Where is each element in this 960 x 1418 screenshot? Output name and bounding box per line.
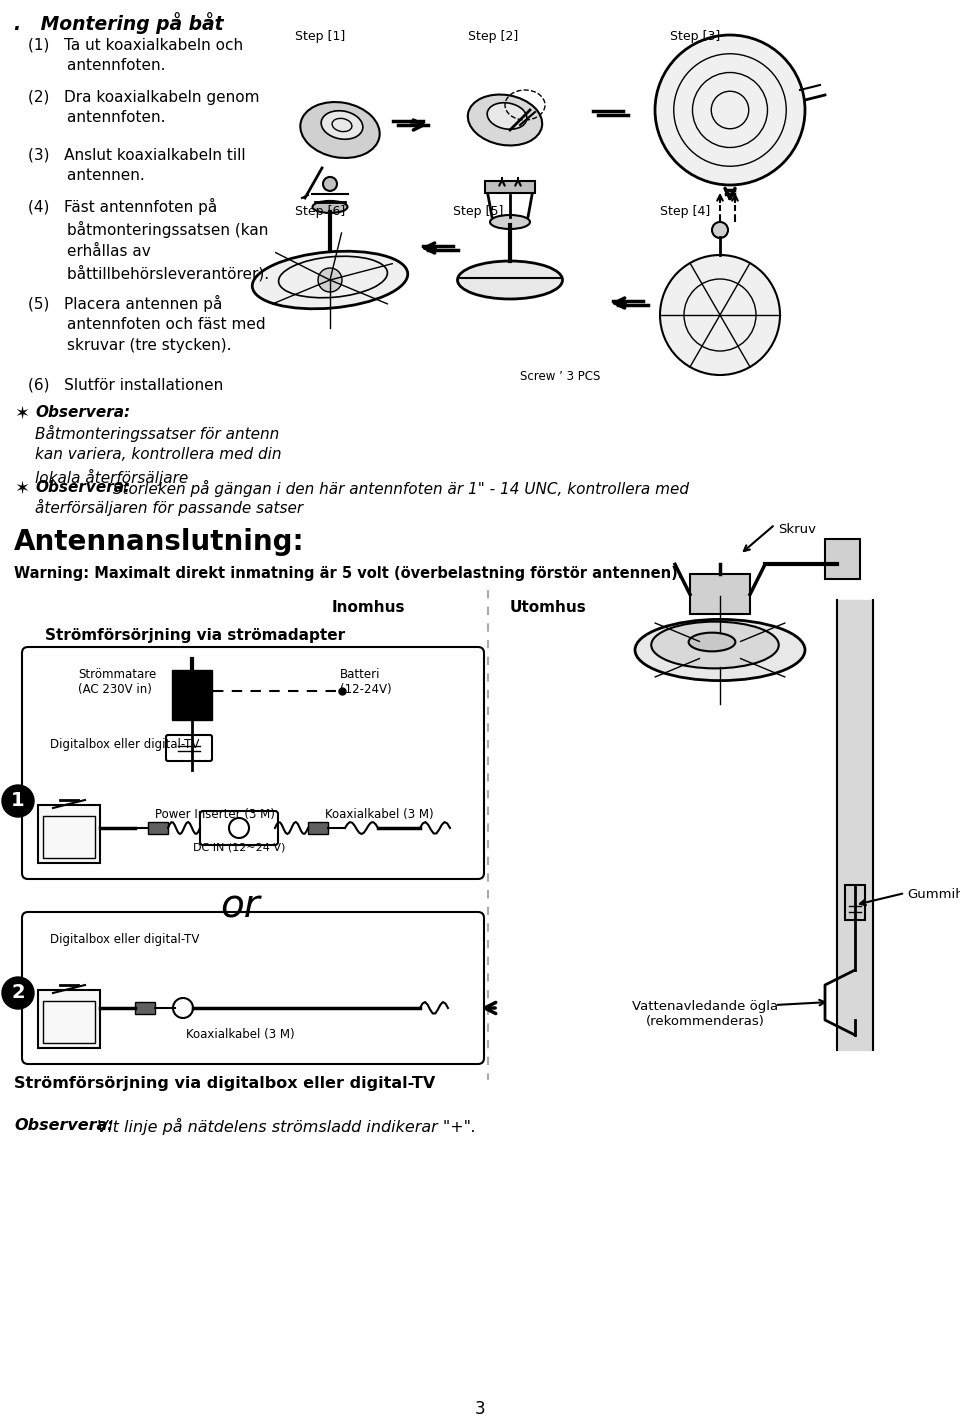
Text: Inomhus: Inomhus xyxy=(331,600,405,615)
Text: (6)   Slutför installationen: (6) Slutför installationen xyxy=(28,379,224,393)
FancyBboxPatch shape xyxy=(200,811,278,845)
Text: Step [3]: Step [3] xyxy=(670,30,720,43)
Text: Digitalbox eller digital-TV: Digitalbox eller digital-TV xyxy=(50,933,200,946)
Circle shape xyxy=(712,223,728,238)
Text: Step [2]: Step [2] xyxy=(468,30,518,43)
Circle shape xyxy=(318,268,342,292)
Text: Vattenavledande ögla
(rekommenderas): Vattenavledande ögla (rekommenderas) xyxy=(632,1000,778,1028)
Text: 2: 2 xyxy=(12,984,25,1003)
Ellipse shape xyxy=(322,111,363,139)
Ellipse shape xyxy=(635,620,805,681)
Text: ✶: ✶ xyxy=(14,481,29,498)
Text: Strömförsörjning via strömadapter: Strömförsörjning via strömadapter xyxy=(45,628,346,642)
Ellipse shape xyxy=(252,251,408,309)
Text: Observera:: Observera: xyxy=(35,481,131,495)
Text: .   Montering på båt: . Montering på båt xyxy=(14,11,224,34)
Circle shape xyxy=(2,977,34,1010)
Text: or: or xyxy=(220,888,260,926)
Text: återförsäljaren för passande satser: återförsäljaren för passande satser xyxy=(35,499,303,516)
Ellipse shape xyxy=(313,201,348,213)
Text: Step [5]: Step [5] xyxy=(453,206,503,218)
Ellipse shape xyxy=(487,102,527,129)
Bar xyxy=(43,815,95,858)
Bar xyxy=(172,669,212,720)
Bar xyxy=(135,1003,155,1014)
Text: Gummihölje: Gummihölje xyxy=(907,888,960,900)
Text: Screw ’ 3 PCS: Screw ’ 3 PCS xyxy=(520,370,600,383)
Ellipse shape xyxy=(490,216,530,228)
Text: Warning: Maximalt direkt inmatning är 5 volt (överbelastning förstör antennen).: Warning: Maximalt direkt inmatning är 5 … xyxy=(14,566,684,581)
Text: Strömförsörjning via digitalbox eller digital-TV: Strömförsörjning via digitalbox eller di… xyxy=(14,1076,435,1090)
Text: Vit linje på nätdelens strömsladd indikerar "+".: Vit linje på nätdelens strömsladd indike… xyxy=(92,1117,476,1134)
Circle shape xyxy=(323,177,337,191)
Text: (2)   Dra koaxialkabeln genom
        antennfoten.: (2) Dra koaxialkabeln genom antennfoten. xyxy=(28,89,259,125)
Text: Step [1]: Step [1] xyxy=(295,30,346,43)
Bar xyxy=(485,182,535,193)
Text: Koaxialkabel (3 M): Koaxialkabel (3 M) xyxy=(325,808,434,821)
Bar xyxy=(43,1001,95,1044)
Circle shape xyxy=(660,255,780,374)
Bar xyxy=(690,574,750,614)
Ellipse shape xyxy=(458,261,563,299)
Text: Power Inserter (3 M): Power Inserter (3 M) xyxy=(155,808,275,821)
Text: Step [6]: Step [6] xyxy=(295,206,346,218)
Bar xyxy=(825,539,860,580)
Text: ✶: ✶ xyxy=(14,406,29,423)
Text: 1: 1 xyxy=(12,791,25,811)
Text: Batteri
(12-24V): Batteri (12-24V) xyxy=(340,668,392,696)
Text: Step [4]: Step [4] xyxy=(660,206,710,218)
Text: (3)   Anslut koaxialkabeln till
        antennen.: (3) Anslut koaxialkabeln till antennen. xyxy=(28,147,246,183)
Text: Strömmatare
(AC 230V in): Strömmatare (AC 230V in) xyxy=(78,668,156,696)
Text: 3: 3 xyxy=(474,1400,486,1418)
Ellipse shape xyxy=(300,102,380,157)
Text: Observera:: Observera: xyxy=(35,406,131,420)
Circle shape xyxy=(2,786,34,817)
Text: Antennanslutning:: Antennanslutning: xyxy=(14,527,304,556)
FancyBboxPatch shape xyxy=(166,735,212,761)
Text: Utomhus: Utomhus xyxy=(510,600,587,615)
Text: Observera:: Observera: xyxy=(14,1117,113,1133)
Bar xyxy=(308,822,328,834)
Bar xyxy=(38,990,100,1048)
Text: Skruv: Skruv xyxy=(778,523,816,536)
Text: Storleken på gängan i den här antennfoten är 1" - 14 UNC, kontrollera med: Storleken på gängan i den här antennfote… xyxy=(108,481,689,498)
Text: Båtmonteringssatser för antenn
kan variera, kontrollera med din
lokala återförsä: Båtmonteringssatser för antenn kan varie… xyxy=(35,425,281,486)
Ellipse shape xyxy=(688,632,735,651)
Bar xyxy=(148,822,168,834)
Text: Koaxialkabel (3 M): Koaxialkabel (3 M) xyxy=(185,1028,295,1041)
Ellipse shape xyxy=(468,95,542,146)
Circle shape xyxy=(655,35,805,184)
Bar xyxy=(845,885,865,920)
Text: Digitalbox eller digital-TV: Digitalbox eller digital-TV xyxy=(50,737,200,752)
Bar xyxy=(38,805,100,864)
Text: (5)   Placera antennen på
        antennfoten och fäst med
        skruvar (tre : (5) Placera antennen på antennfoten och … xyxy=(28,295,266,353)
Text: DC IN (12~24 V): DC IN (12~24 V) xyxy=(193,842,285,854)
Ellipse shape xyxy=(651,621,779,668)
Text: (4)   Fäst antennfoten på
        båtmonteringssatsen (kan
        erhållas av
 : (4) Fäst antennfoten på båtmonteringssat… xyxy=(28,199,269,281)
Text: (1)   Ta ut koaxialkabeln och
        antennfoten.: (1) Ta ut koaxialkabeln och antennfoten. xyxy=(28,38,243,74)
